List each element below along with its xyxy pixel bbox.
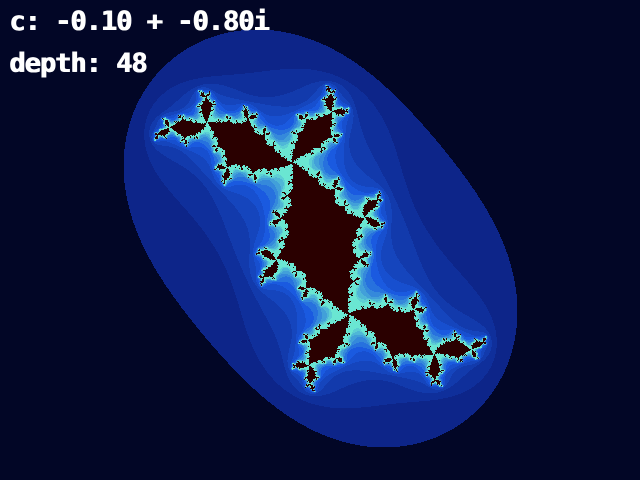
iteration-depth-readout: depth: 48 [9,48,147,79]
complex-parameter-readout: c: -0.10 + -0.80i [9,6,269,37]
